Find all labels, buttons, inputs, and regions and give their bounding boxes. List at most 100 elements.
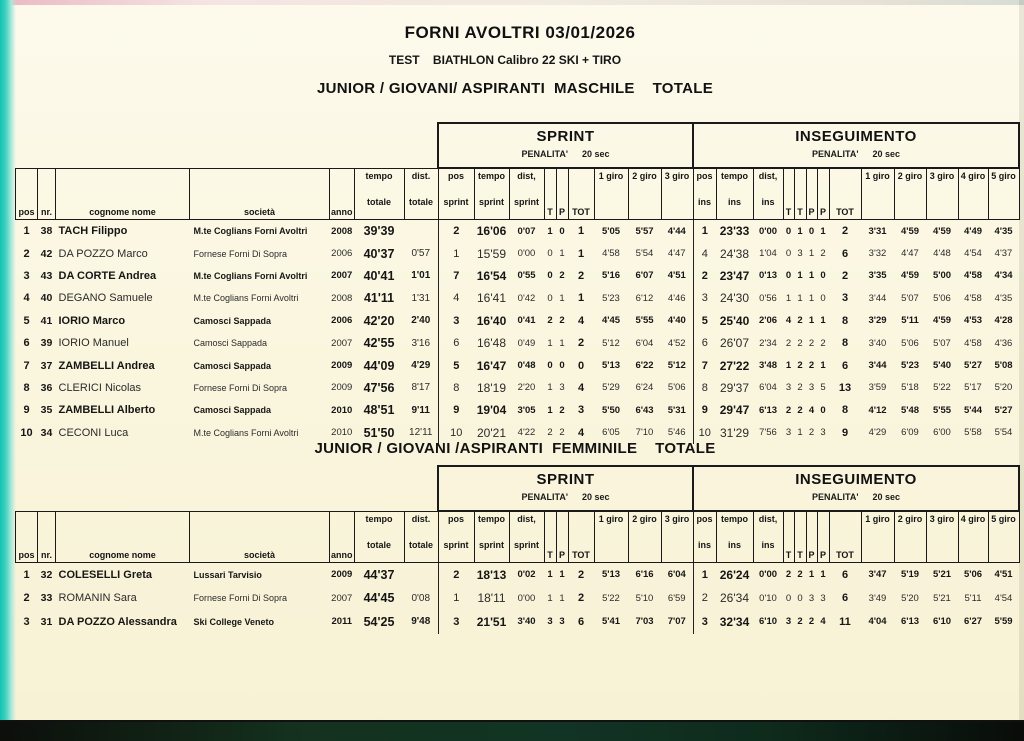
cell: 2 — [692, 264, 716, 288]
cell: 4'35 — [994, 225, 1013, 237]
cell: 5 — [692, 309, 716, 332]
penalty-label: PENALITA' — [521, 492, 568, 502]
cell: 5 — [437, 354, 474, 377]
cell: 1 — [547, 382, 553, 394]
cell: 6'13 — [758, 404, 778, 416]
cell: 2 — [23, 247, 30, 260]
cell: 26'34 — [720, 591, 749, 606]
cell: 2 — [559, 427, 565, 439]
scan-edge-top — [0, 0, 1024, 5]
cell: 8'17 — [411, 382, 431, 394]
cell: 0 — [577, 359, 585, 372]
penalty-value: 20 sec — [581, 149, 610, 159]
cell: 2 — [559, 270, 565, 282]
cell: 4'51 — [667, 270, 686, 282]
cell: 3 — [785, 382, 792, 394]
cell: 6'07 — [635, 270, 654, 282]
cell: 40 — [40, 292, 53, 305]
cell: 5'48 — [900, 404, 920, 416]
cell: 1 — [437, 242, 474, 265]
cell: 0'08 — [411, 592, 431, 604]
column-header: pos — [15, 510, 38, 563]
cell: 5'40 — [932, 360, 952, 372]
cell: 16'06 — [476, 224, 507, 239]
cell: DA POZZO Marco — [58, 247, 148, 260]
column-header: P — [805, 510, 818, 563]
cell: 3'40 — [868, 337, 887, 349]
cell: ZAMBELLI Alberto — [58, 404, 156, 417]
cell: 44'09 — [363, 358, 395, 373]
group-header-inseguimento: INSEGUIMENTO PENALITA' 20 sec — [692, 122, 1020, 169]
cell: 0 — [785, 592, 792, 604]
group-title: INSEGUIMENTO — [795, 128, 917, 145]
event-title: FORNI AVOLTRI 03/01/2026 — [404, 23, 636, 42]
cell: M.te Coglians Forni Avoltri — [193, 226, 308, 237]
cell: 2 — [577, 592, 585, 605]
cell: IORIO Manuel — [58, 337, 129, 350]
cell: 2009 — [331, 569, 353, 581]
cell: 10 — [20, 426, 33, 439]
cell: 9'48 — [411, 616, 431, 628]
cell: 1 — [437, 586, 474, 610]
cell: 6 — [841, 359, 849, 372]
cell: 5'55 — [635, 315, 654, 327]
column-header: P — [816, 167, 830, 220]
cell: 36 — [40, 381, 53, 394]
cell: 4'51 — [994, 569, 1013, 581]
cell: 8 — [437, 376, 474, 400]
table-row: 2 33 ROMANIN Sara Fornese Forni Di Sopra 200… — [16, 586, 1020, 610]
cell: 2007 — [331, 270, 353, 282]
column-header: 4 giro — [957, 510, 989, 563]
column-header: 5 giro — [987, 510, 1020, 563]
column-header: 1 giro — [860, 510, 895, 563]
cell: 5'23 — [602, 292, 620, 304]
cell: 5'29 — [602, 382, 620, 394]
column-header: dist, sprint — [508, 510, 545, 563]
cell: 5'07 — [901, 292, 919, 304]
table-row: 1 38 TACH Filippo M.te Coglians Forni Avolt… — [16, 219, 1020, 243]
cell: 0'00 — [517, 592, 536, 604]
cell: 2 — [808, 427, 815, 439]
cell: 5'50 — [601, 404, 621, 416]
cell: 16'41 — [477, 291, 506, 306]
cell: 5'59 — [994, 616, 1013, 628]
cell: 0 — [785, 225, 792, 237]
column-header: tempo ins — [715, 167, 754, 220]
column-header: 1 giro — [593, 167, 629, 220]
column-header: P — [555, 510, 569, 563]
cell: 19'04 — [476, 403, 507, 418]
cell: 29'37 — [720, 380, 749, 395]
column-header: 1 giro — [593, 510, 629, 563]
penalty-note: PENALITA' 20 sec — [694, 492, 1018, 502]
cell: 2 — [437, 562, 474, 587]
cell: 43 — [40, 269, 53, 282]
cell: 16'48 — [477, 336, 506, 351]
cell: 5'00 — [932, 270, 952, 282]
cell: 2 — [559, 315, 565, 327]
cell: 2 — [808, 616, 815, 628]
cell: 5'27 — [994, 404, 1013, 416]
cell: 3'29 — [868, 315, 887, 327]
cell: 0'55 — [517, 270, 536, 282]
cell: 0'00 — [758, 225, 778, 237]
cell: 31 — [40, 615, 53, 628]
cell: 4'37 — [994, 248, 1013, 260]
cell: 47'56 — [363, 380, 395, 395]
cell: 51'50 — [363, 425, 395, 440]
cell: 5'22 — [933, 382, 951, 394]
column-header-line: totale — [408, 539, 433, 550]
cell: 1 — [785, 360, 792, 372]
group-title: INSEGUIMENTO — [795, 471, 917, 488]
cell — [404, 563, 438, 587]
column-header-line: tempo — [721, 171, 748, 181]
cell: 24'30 — [720, 291, 749, 306]
column-header: T — [793, 510, 807, 563]
cell: 5'11 — [901, 315, 919, 327]
cell: 48'51 — [363, 403, 395, 418]
results-table-maschile: SPRINT PENALITA' 20 sec INSEGUIMENTO PENALIT… — [15, 122, 1020, 444]
column-header-line: ins — [697, 540, 711, 550]
cell: 3'48 — [758, 360, 778, 372]
cell: 1 — [808, 569, 815, 581]
column-header-line: tempo — [365, 513, 393, 524]
cell: 2 — [841, 269, 849, 282]
